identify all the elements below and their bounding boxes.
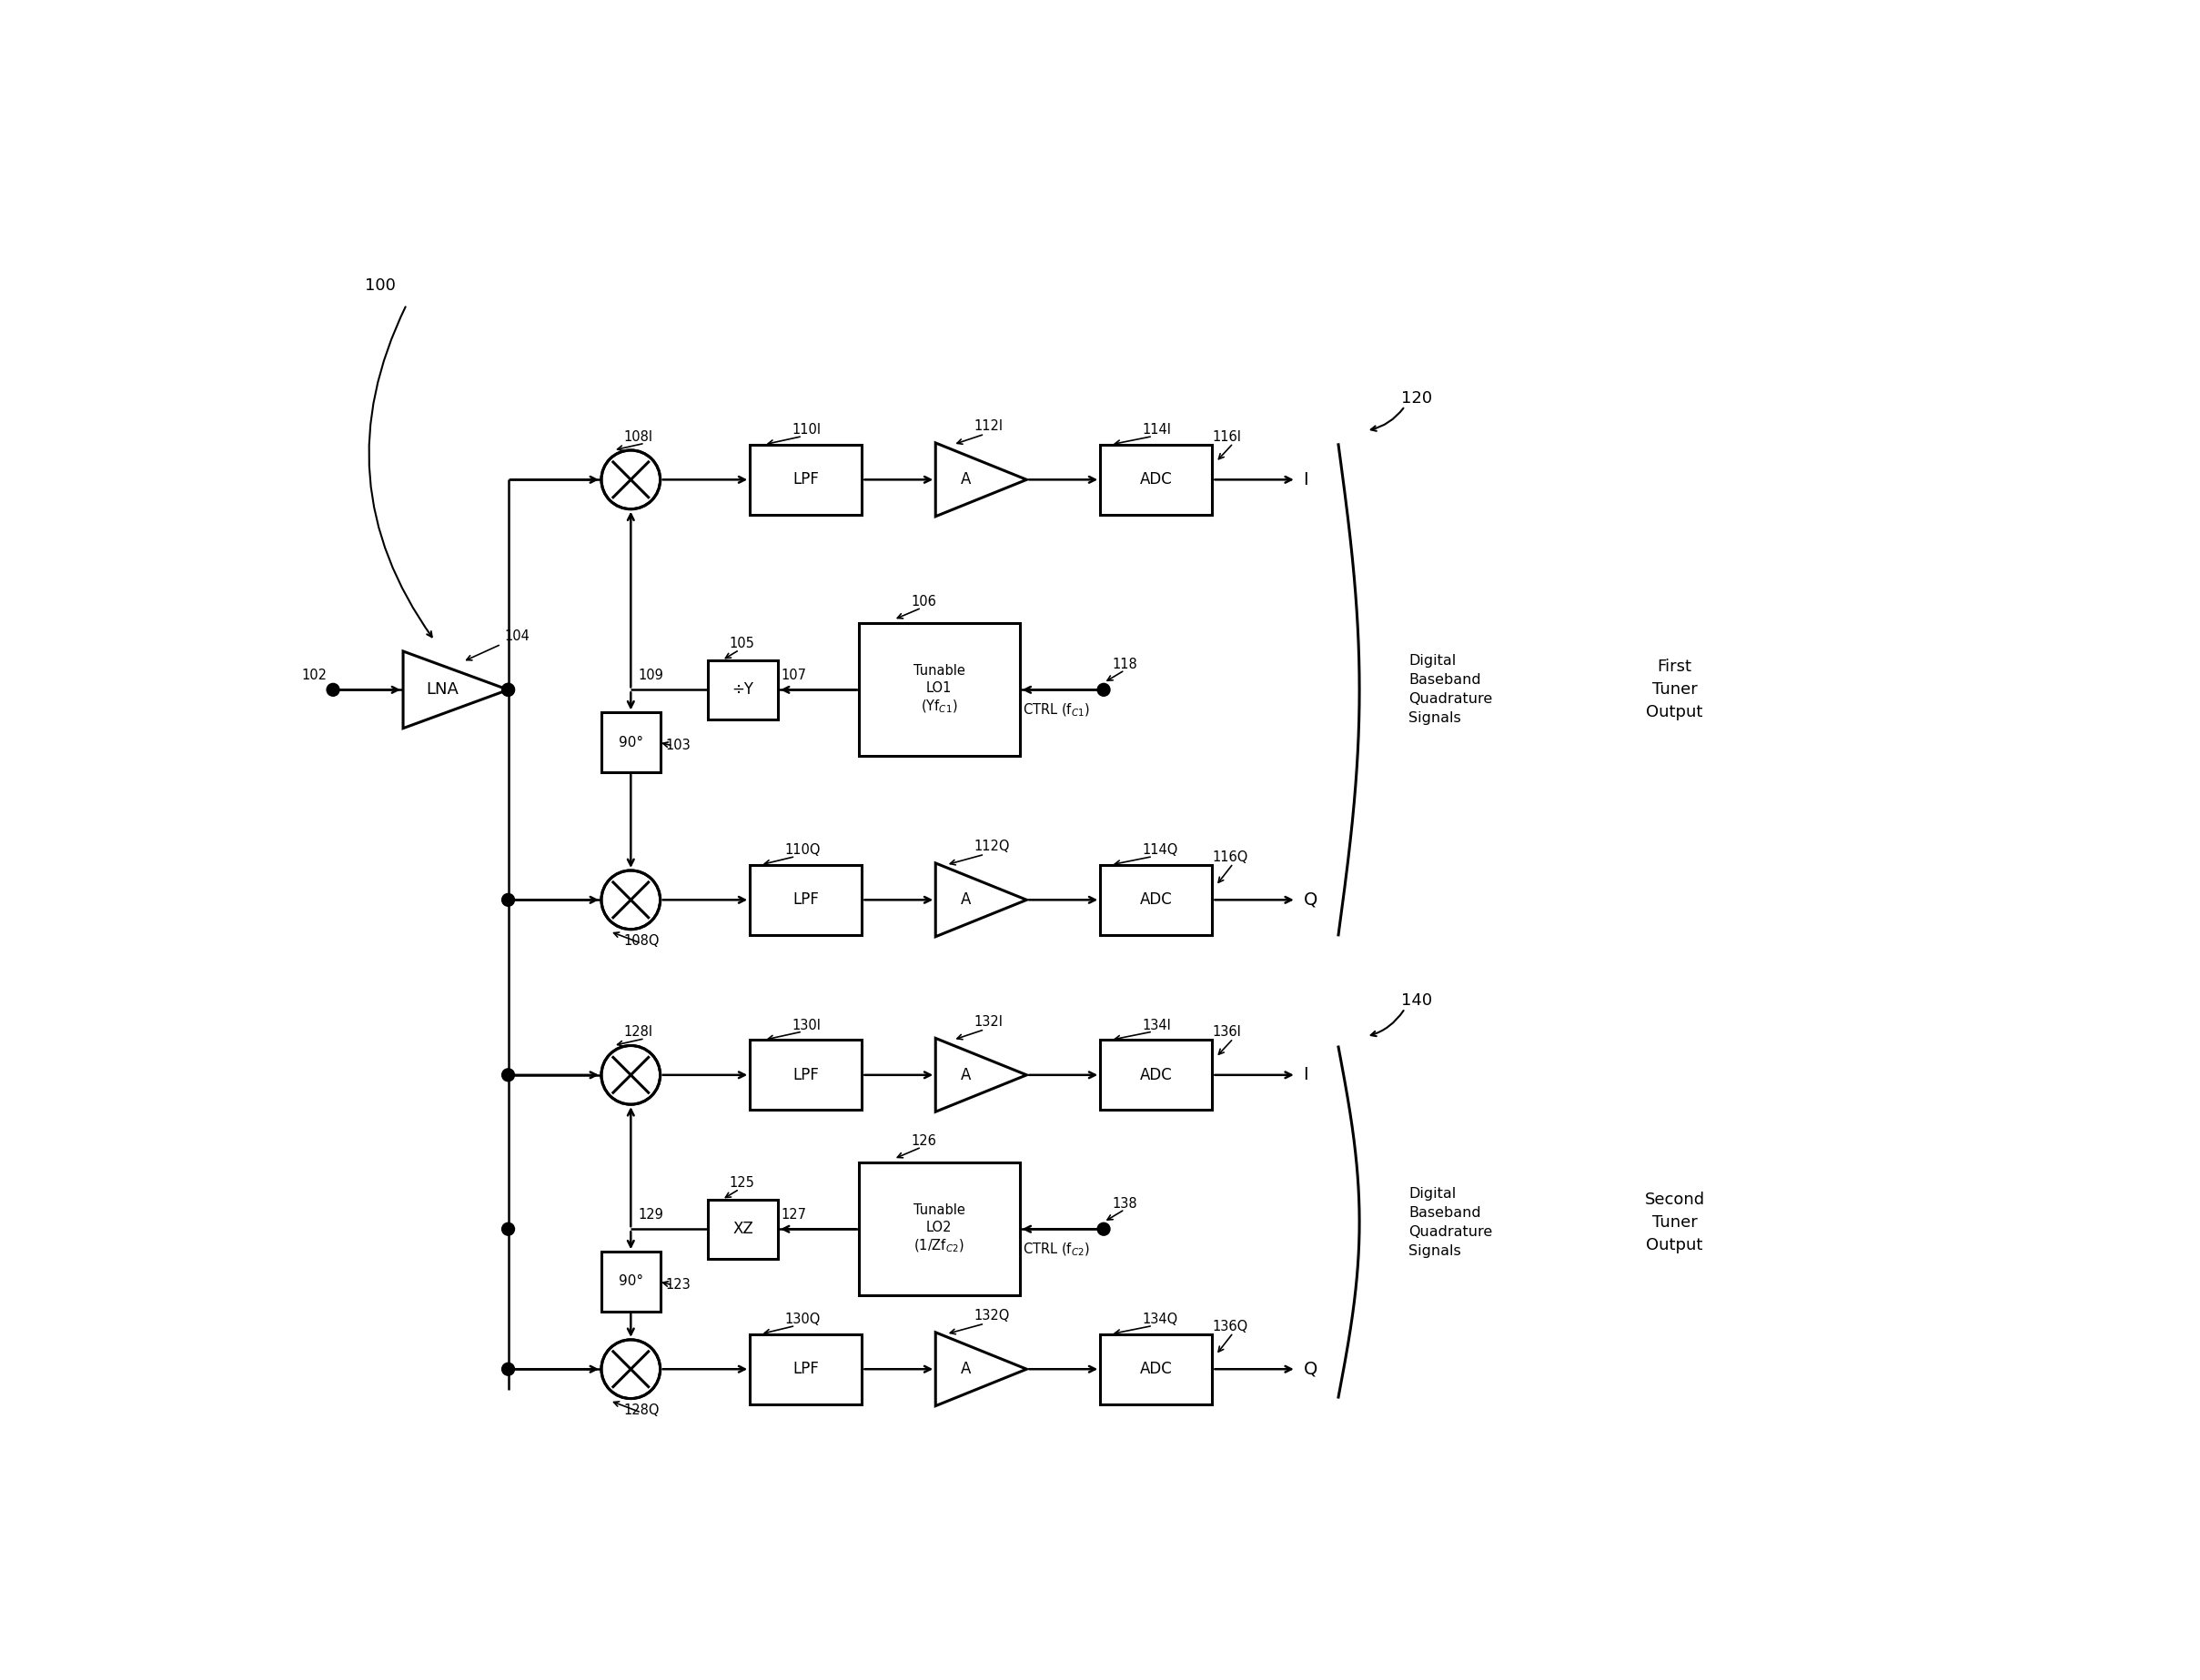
Text: LPF: LPF (792, 892, 818, 909)
Text: 108Q: 108Q (625, 934, 660, 948)
Text: ADC: ADC (1140, 472, 1173, 487)
Text: 118: 118 (1111, 659, 1137, 672)
Text: 134Q: 134Q (1142, 1312, 1177, 1326)
Text: 105: 105 (728, 637, 755, 650)
Text: I: I (1302, 470, 1309, 489)
Text: 116Q: 116Q (1212, 850, 1247, 864)
Text: ADC: ADC (1140, 1361, 1173, 1378)
Text: A: A (961, 472, 970, 487)
Text: 104: 104 (504, 630, 530, 643)
Text: A: A (961, 1361, 970, 1378)
Text: A: A (961, 892, 970, 909)
Text: LNA: LNA (427, 682, 460, 697)
Circle shape (502, 1068, 515, 1082)
Circle shape (502, 1362, 515, 1376)
Text: A: A (961, 1067, 970, 1084)
Circle shape (502, 684, 515, 696)
Circle shape (502, 684, 515, 696)
Text: Q: Q (1302, 890, 1318, 909)
Text: LPF: LPF (792, 1067, 818, 1084)
Text: CTRL (f$_{C1}$): CTRL (f$_{C1}$) (1023, 702, 1089, 719)
Text: 132I: 132I (975, 1015, 1003, 1028)
Text: Digital
Baseband
Quadrature
Signals: Digital Baseband Quadrature Signals (1408, 1186, 1492, 1258)
Text: LPF: LPF (792, 472, 818, 487)
Text: 130I: 130I (792, 1018, 821, 1032)
Text: 103: 103 (667, 739, 691, 753)
Text: I: I (1302, 1067, 1309, 1084)
Text: 114I: 114I (1142, 423, 1170, 437)
Text: ÷Y: ÷Y (733, 682, 755, 697)
Text: Tunable
LO2
(1/Zf$_{C2}$): Tunable LO2 (1/Zf$_{C2}$) (913, 1203, 966, 1255)
Circle shape (1098, 684, 1111, 696)
Text: 128Q: 128Q (625, 1404, 660, 1418)
Text: Q: Q (1302, 1361, 1318, 1378)
Text: 134I: 134I (1142, 1018, 1170, 1032)
Bar (708, 1200, 779, 1258)
Text: 112Q: 112Q (975, 840, 1010, 853)
Text: First
Tuner
Output: First Tuner Output (1646, 659, 1703, 721)
Text: 90°: 90° (618, 736, 642, 749)
Bar (858, 623, 1019, 756)
Bar (750, 865, 862, 934)
Text: ADC: ADC (1140, 1067, 1173, 1084)
Text: 128I: 128I (625, 1025, 653, 1040)
Text: 100: 100 (365, 277, 396, 294)
Text: 116I: 116I (1212, 430, 1241, 444)
Text: 129: 129 (638, 1208, 662, 1221)
Text: XZ: XZ (733, 1221, 752, 1236)
Text: 90°: 90° (618, 1275, 642, 1289)
Circle shape (328, 684, 339, 696)
Text: 126: 126 (911, 1134, 937, 1147)
Bar (1100, 865, 1212, 934)
Text: LPF: LPF (792, 1361, 818, 1378)
Bar (1100, 1334, 1212, 1404)
Text: 140: 140 (1401, 993, 1432, 1008)
Text: ADC: ADC (1140, 892, 1173, 909)
Text: 110I: 110I (792, 423, 821, 437)
Text: Tunable
LO1
(Yf$_{C1}$): Tunable LO1 (Yf$_{C1}$) (913, 664, 966, 716)
Text: 123: 123 (667, 1278, 691, 1292)
Text: 102: 102 (301, 669, 328, 682)
Circle shape (502, 894, 515, 906)
Text: 108I: 108I (625, 430, 653, 444)
Text: 125: 125 (728, 1176, 755, 1189)
Text: CTRL (f$_{C2}$): CTRL (f$_{C2}$) (1023, 1242, 1089, 1258)
Text: 106: 106 (911, 595, 937, 608)
Bar (708, 660, 779, 719)
Text: 110Q: 110Q (785, 843, 821, 857)
Bar (750, 1334, 862, 1404)
Text: 130Q: 130Q (785, 1312, 821, 1326)
Bar (1100, 445, 1212, 514)
Text: 136Q: 136Q (1212, 1320, 1247, 1334)
Text: 109: 109 (638, 669, 662, 682)
Text: 127: 127 (781, 1208, 807, 1221)
Text: Second
Tuner
Output: Second Tuner Output (1646, 1191, 1705, 1253)
Bar (1100, 1040, 1212, 1110)
Bar (858, 1163, 1019, 1295)
Circle shape (502, 1223, 515, 1235)
Bar (750, 445, 862, 514)
Bar (750, 1040, 862, 1110)
Text: Digital
Baseband
Quadrature
Signals: Digital Baseband Quadrature Signals (1408, 654, 1492, 726)
Text: 114Q: 114Q (1142, 843, 1177, 857)
Bar (601, 712, 660, 773)
Text: 112I: 112I (975, 420, 1003, 433)
Text: 138: 138 (1111, 1198, 1137, 1211)
Bar (601, 1252, 660, 1312)
Circle shape (1098, 1223, 1111, 1235)
Text: 132Q: 132Q (975, 1309, 1010, 1322)
Text: 107: 107 (781, 669, 807, 682)
Text: 136I: 136I (1212, 1025, 1241, 1040)
Text: 120: 120 (1401, 390, 1432, 407)
